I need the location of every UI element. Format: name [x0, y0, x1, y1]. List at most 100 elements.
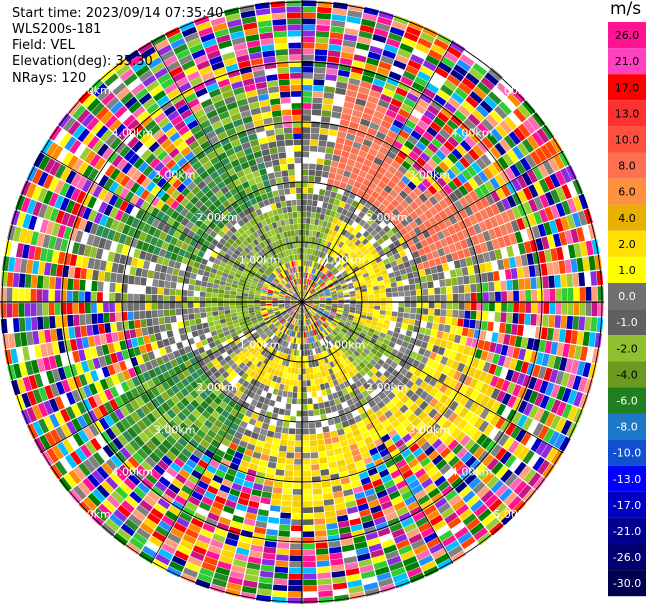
range-gate	[363, 582, 379, 591]
range-gate	[457, 318, 464, 327]
range-gate	[170, 359, 179, 368]
range-gate	[129, 439, 141, 452]
range-gate	[109, 386, 120, 398]
range-gate	[185, 443, 196, 454]
range-gate	[340, 259, 347, 266]
range-gate	[414, 397, 424, 407]
range-gate	[370, 39, 385, 49]
range-gate	[446, 46, 462, 59]
range-gate	[162, 371, 172, 381]
range-gate	[303, 272, 305, 278]
range-gate	[360, 164, 370, 173]
range-gate	[317, 6, 332, 14]
range-gate	[54, 396, 65, 410]
range-gate	[382, 396, 391, 405]
range-gate	[259, 321, 266, 326]
range-gate	[314, 314, 319, 320]
range-gate	[488, 427, 500, 440]
range-gate	[341, 236, 348, 244]
range-gate	[508, 256, 517, 269]
range-gate	[386, 292, 393, 298]
range-gate	[332, 442, 341, 450]
range-gate	[19, 362, 28, 377]
range-gate	[467, 265, 475, 275]
range-gate	[320, 302, 326, 305]
range-gate	[403, 185, 413, 195]
range-gate	[398, 544, 413, 555]
range-gate	[303, 326, 306, 332]
range-gate	[305, 236, 309, 242]
range-gate	[479, 330, 487, 341]
range-gate	[547, 157, 560, 173]
range-gate	[304, 254, 307, 260]
range-gate	[30, 359, 40, 374]
range-gate	[449, 269, 457, 278]
range-gate	[414, 256, 423, 265]
range-gate	[518, 313, 525, 325]
range-gate	[394, 327, 401, 334]
range-gate	[257, 465, 267, 473]
range-gate	[485, 114, 499, 128]
range-gate	[91, 313, 98, 325]
range-gate	[358, 278, 365, 284]
range-gate	[213, 572, 229, 582]
range-gate	[10, 348, 19, 364]
range-gate	[334, 271, 341, 278]
range-gate	[107, 251, 116, 262]
range-gate	[324, 153, 333, 161]
range-gate	[274, 369, 280, 377]
range-gate	[334, 232, 341, 240]
range-gate	[582, 362, 592, 378]
range-gate	[76, 415, 88, 429]
range-gate	[353, 104, 365, 113]
range-gate	[436, 176, 447, 188]
range-gate	[171, 405, 181, 415]
range-gate	[102, 444, 115, 458]
range-gate	[216, 328, 224, 335]
range-gate	[392, 296, 399, 302]
range-gate	[303, 555, 316, 562]
range-gate	[307, 299, 314, 302]
range-gate	[449, 325, 457, 334]
range-gate	[361, 308, 368, 313]
range-gate	[178, 422, 189, 432]
range-gate	[290, 543, 302, 550]
range-gate	[264, 372, 271, 379]
range-gate	[353, 283, 360, 288]
range-gate	[459, 384, 469, 395]
range-gate	[49, 429, 62, 444]
range-gate	[225, 334, 233, 341]
range-gate	[317, 289, 323, 293]
range-gate	[406, 528, 420, 539]
range-gate	[378, 347, 386, 355]
range-gate	[285, 328, 290, 335]
range-gate	[422, 60, 437, 72]
range-gate	[306, 313, 310, 319]
range-gate	[366, 386, 374, 395]
range-gate	[257, 434, 267, 442]
range-gate	[285, 341, 289, 348]
range-gate	[366, 331, 374, 338]
range-gate	[461, 169, 473, 181]
range-gate	[272, 362, 279, 370]
range-gate	[392, 265, 400, 272]
range-gate	[229, 462, 240, 471]
range-gate	[76, 190, 87, 204]
range-gate	[329, 166, 338, 174]
range-gate	[433, 280, 440, 288]
range-gate	[397, 48, 412, 59]
range-gate	[209, 325, 216, 332]
range-gate	[274, 382, 281, 390]
range-gate	[177, 276, 184, 284]
range-gate	[535, 238, 544, 251]
range-gate	[319, 128, 329, 135]
range-gate	[468, 214, 478, 226]
range-gate	[295, 356, 300, 362]
range-gate	[561, 184, 572, 200]
range-gate	[81, 193, 92, 207]
range-gate	[443, 140, 455, 152]
range-gate	[191, 490, 204, 501]
range-gate	[272, 304, 279, 307]
range-gate	[338, 234, 345, 242]
range-gate	[295, 422, 302, 429]
